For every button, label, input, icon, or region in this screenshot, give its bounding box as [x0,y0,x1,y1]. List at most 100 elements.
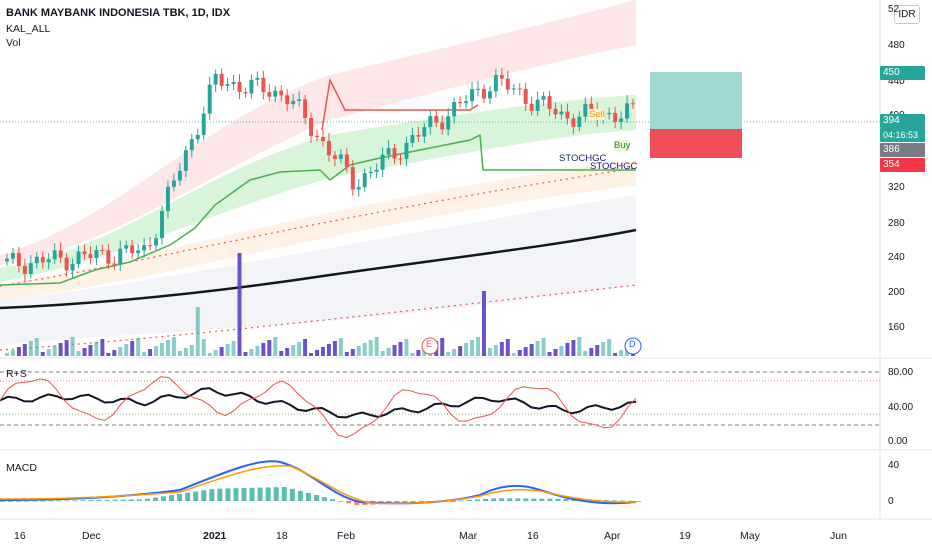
volume-bar [517,350,522,356]
volume-bar [118,347,123,356]
indicator-volume[interactable]: Vol [6,37,21,49]
macd-bar [120,499,126,501]
candle-body [171,180,176,187]
earnings-event-label[interactable]: E [426,339,433,349]
macd-bar [217,488,223,501]
volume-bar [148,349,153,356]
candle-body [267,92,272,97]
volume-bar [201,339,206,356]
macd-bar [209,489,215,501]
candle-body [386,148,391,155]
volume-bar [374,337,379,356]
candle-body [136,250,141,254]
volume-bar [10,350,15,356]
volume-bar [499,342,504,356]
volume-bar [380,351,385,356]
macd-bar [193,491,199,501]
macd-bar [338,501,344,502]
macd-bar [474,499,480,501]
candle-body [410,135,415,143]
candle-body [440,122,445,130]
candle-body [446,116,451,130]
macd-panel-label[interactable]: MACD [6,462,37,474]
volume-bar [493,345,498,356]
rs-panel-label[interactable]: R+S [6,368,27,380]
macd-bar [136,499,142,501]
candle-body [165,186,170,212]
time-label-18: 18 [276,530,288,542]
candle-body [28,263,33,274]
volume-bar [481,291,486,356]
macd-bar [8,500,14,502]
candle-body [261,77,266,93]
volume-bar [88,345,93,356]
volume-bar [28,341,33,356]
price-tick-480: 480 [888,40,905,51]
macd-bar [491,498,497,501]
candle-body [607,112,612,115]
candle-body [535,99,540,111]
volume-bar [5,353,9,356]
volume-bar [255,346,260,356]
macd-bar [458,500,464,502]
candle-body [416,135,421,137]
volume-bar [195,307,200,356]
macd-bar [346,501,352,504]
volume-bar [404,339,409,356]
volume-bar [309,353,314,356]
target-price-tag: 450 [880,66,925,80]
candle-body [154,238,159,246]
candle-body [249,79,254,94]
buy-signal: Buy [614,140,631,151]
resistance-line [321,77,479,131]
candle-body [315,135,319,137]
macd-bar [450,501,456,502]
chart-title: BANK MAYBANK INDONESIA TBK, 1D, IDX [6,7,231,19]
volume-bar [16,347,21,356]
macd-bar [611,500,617,502]
macd-bar [483,498,489,501]
macd-bar [144,498,150,501]
candle-body [243,92,248,94]
macd-bar [354,501,360,506]
macd-histogram [0,487,641,506]
macd-bar [104,499,110,501]
volume-bar [22,344,27,356]
candle-body [237,82,242,93]
macd-bar [249,487,255,501]
volume-bar [464,343,469,356]
macd-bar [241,488,247,501]
moving-average-line [0,228,637,310]
macd-bar [161,496,167,501]
macd-bar [265,487,271,501]
candle-body [52,250,57,260]
indicator-kal-all[interactable]: KAL_ALL [6,23,51,35]
volume-bar [595,345,600,356]
candle-body [565,111,570,119]
lower-band-peach [0,160,636,300]
macd-bar [0,501,5,502]
macd-bar [563,498,569,501]
target-zone [650,72,742,129]
candle-body [464,101,469,104]
currency-button[interactable]: IDR [894,5,920,24]
macd-tick-0: 0 [888,496,894,507]
volume-bar [547,352,552,356]
candle-body [46,259,51,263]
volume-bar [76,351,81,356]
volume-bar [446,352,451,356]
candle-body [326,141,331,156]
price-tick-160: 160 [888,322,905,333]
macd-bar [281,487,287,501]
macd-bar [185,492,191,501]
time-label-dec: Dec [82,530,101,542]
candle-body [189,139,194,151]
macd-bar [515,498,521,501]
dividend-event-label[interactable]: D [629,339,636,349]
macd-bar [152,497,158,501]
dotted-band-lower [0,284,637,351]
macd-bar [627,500,633,502]
time-label-jun: Jun [830,530,847,542]
candle-body [398,158,403,160]
